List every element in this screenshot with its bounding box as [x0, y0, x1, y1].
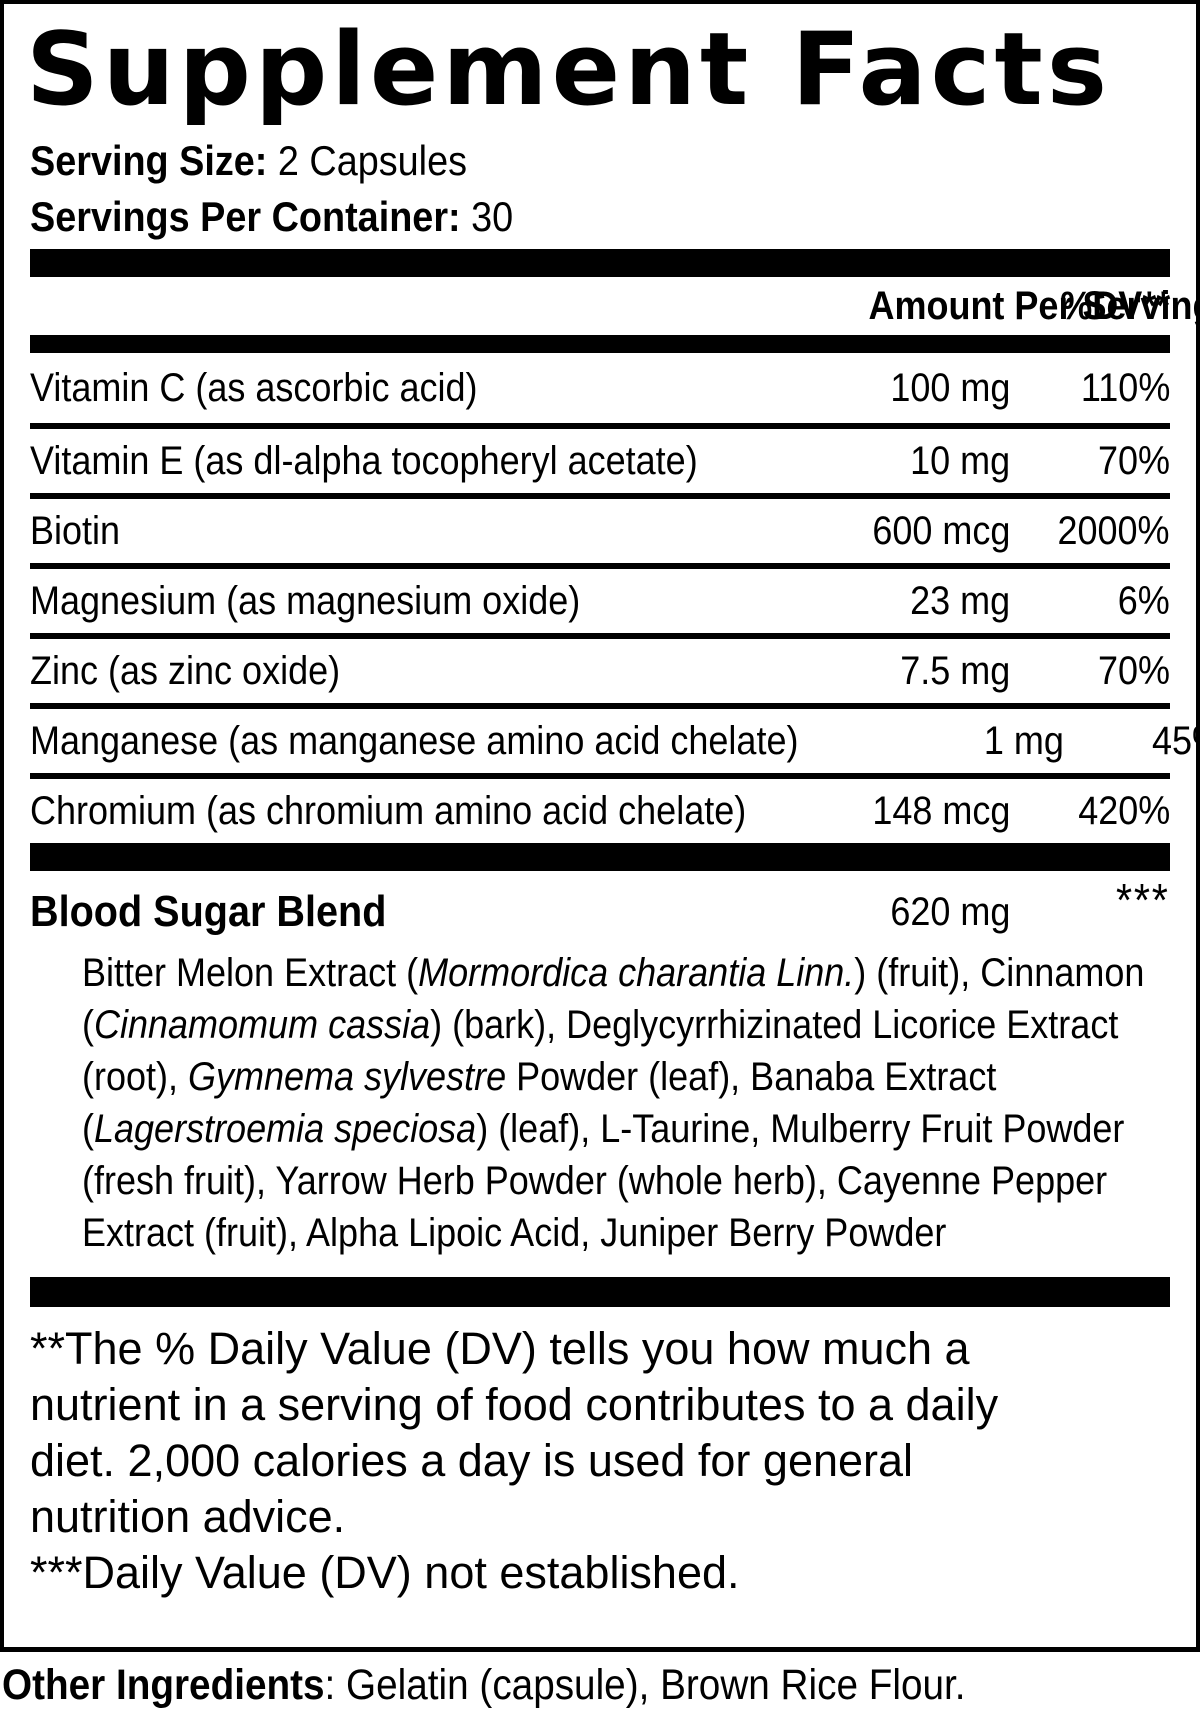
nutrient-name-cell: Biotin [30, 509, 830, 554]
nutrient-name-cell: Magnesium (as magnesium oxide) [30, 579, 830, 624]
dv-not-established-footnote: ***Daily Value (DV) not established. [30, 1547, 740, 1599]
ingredient-text: Bitter Melon Extract ( [82, 951, 419, 996]
nutrient-amount-cell: 148 mcg [830, 789, 1010, 834]
servings-per-container-line: Servings Per Container: 30 [30, 189, 1170, 245]
blend-dv-asterisks: *** [1116, 874, 1170, 927]
table-row: Vitamin C (as ascorbic acid) 100 mg 110% [30, 353, 1170, 423]
botanical-name: Lagerstroemia speciosa [93, 1107, 477, 1152]
blend-amount-cell: 620 mg [830, 890, 1010, 935]
column-header-amount-cell: Amount Per Serving [830, 284, 1200, 329]
nutrient-name-cell: Zinc (as zinc oxide) [30, 649, 830, 694]
divider-bar-blend [30, 843, 1170, 872]
nutrient-name: Vitamin E (as dl-alpha tocopheryl acetat… [30, 438, 698, 483]
serving-size: Serving Size: 2 Capsules [30, 133, 467, 189]
table-row: Vitamin E (as dl-alpha tocopheryl acetat… [30, 423, 1170, 493]
table-row: Biotin 600 mcg 2000% [30, 493, 1170, 563]
divider-bar-under-header [30, 335, 1170, 354]
nutrient-amount: 7.5 mg [899, 648, 1010, 693]
nutrient-amount: 148 mcg [871, 788, 1010, 833]
other-ingredients-line: Other Ingredients: Gelatin (capsule), Br… [2, 1660, 1073, 1710]
ingredient-text: Powder (leaf), Banaba Extract ( [82, 1055, 997, 1152]
nutrient-amount-cell: 1 mg [884, 719, 1064, 764]
other-ingredients-label: Other Ingredients [2, 1661, 325, 1709]
nutrient-dv-cell: 420% [1010, 789, 1170, 834]
nutrient-dv: 2000% [1057, 508, 1170, 553]
ingredient-text: ) (leaf), L-Taurine, Mulberry Fruit Powd… [82, 1107, 1125, 1256]
nutrient-name-cell: Vitamin E (as dl-alpha tocopheryl acetat… [30, 439, 830, 484]
botanical-name: Cinnamomum cassia [93, 1003, 431, 1048]
nutrient-dv: 45% [1151, 718, 1200, 763]
nutrient-name: Magnesium (as magnesium oxide) [30, 578, 581, 623]
daily-value-footnote: **The % Daily Value (DV) tells you how m… [30, 1323, 999, 1543]
nutrient-amount-cell: 23 mg [830, 579, 1010, 624]
nutrient-dv: 70% [1097, 648, 1170, 693]
nutrient-table: Vitamin C (as ascorbic acid) 100 mg 110%… [30, 353, 1200, 843]
nutrient-dv-cell: 110% [1010, 366, 1170, 411]
nutrient-name-cell: Chromium (as chromium amino acid chelate… [30, 789, 830, 834]
nutrient-amount-cell: 7.5 mg [830, 649, 1010, 694]
nutrient-dv-cell: 45% [1064, 719, 1200, 764]
blend-name-cell: Blood Sugar Blend [30, 887, 830, 937]
blend-description: Bitter Melon Extract (Mormordica charant… [82, 947, 1169, 1259]
nutrient-dv-cell: 70% [1010, 439, 1170, 484]
table-row: Magnesium (as magnesium oxide) 23 mg 6% [30, 563, 1170, 633]
ingredient-text: ) (bark), Deglycyrrhizinated Licorice Ex… [82, 1003, 1119, 1100]
serving-size-line: Serving Size: 2 Capsules [30, 133, 1170, 189]
serving-size-value: 2 Capsules [277, 137, 468, 185]
nutrient-dv-cell: 6% [1010, 579, 1170, 624]
supplement-facts-panel: Supplement Facts Serving Size: 2 Capsule… [0, 0, 1200, 1652]
blend-row: Blood Sugar Blend 620 mg *** [30, 874, 1170, 939]
nutrient-name: Manganese (as manganese amino acid chela… [30, 718, 799, 763]
nutrient-name: Zinc (as zinc oxide) [30, 648, 341, 693]
nutrient-dv: 420% [1077, 788, 1170, 833]
nutrient-amount-cell: 600 mcg [830, 509, 1010, 554]
nutrient-dv-cell: 70% [1010, 649, 1170, 694]
nutrient-name: Vitamin C (as ascorbic acid) [30, 365, 478, 410]
nutrient-name: Chromium (as chromium amino acid chelate… [30, 788, 747, 833]
divider-bar-footnote [30, 1277, 1170, 1308]
nutrient-dv-cell: 2000% [1010, 509, 1170, 554]
table-header-row: Amount Per Serving %DV** [30, 277, 1200, 335]
nutrient-amount: 100 mg [889, 365, 1010, 410]
nutrient-dv: 6% [1117, 578, 1170, 623]
serving-size-label: Serving Size: [30, 137, 268, 185]
servings-per-container-label: Servings Per Container: [30, 193, 461, 241]
blend-name: Blood Sugar Blend [30, 887, 387, 937]
divider-bar-top [30, 249, 1170, 278]
other-ingredients: Other Ingredients: Gelatin (capsule), Br… [2, 1660, 966, 1710]
column-header-amount: Amount Per Serving [868, 283, 1200, 328]
nutrient-dv: 70% [1097, 438, 1170, 483]
nutrient-amount: 1 mg [983, 718, 1064, 763]
ingredient-text: ) (fruit), Cinnamon ( [82, 951, 1145, 1048]
nutrient-dv: 110% [1080, 365, 1170, 410]
servings-per-container: Servings Per Container: 30 [30, 189, 513, 245]
nutrient-amount-cell: 100 mg [830, 366, 1010, 411]
botanical-name: Mormordica charantia Linn. [418, 951, 855, 996]
nutrient-amount-cell: 10 mg [830, 439, 1010, 484]
blend-dv-cell: *** [1010, 874, 1170, 939]
table-row: Chromium (as chromium amino acid chelate… [30, 773, 1170, 843]
nutrient-name: Biotin [30, 508, 121, 553]
panel-title: Supplement Facts [26, 10, 1111, 128]
other-ingredients-value: : Gelatin (capsule), Brown Rice Flour. [324, 1661, 966, 1709]
table-row: Manganese (as manganese amino acid chela… [30, 703, 1200, 773]
nutrient-amount: 23 mg [909, 578, 1010, 623]
nutrient-amount: 600 mcg [871, 508, 1010, 553]
table-row: Zinc (as zinc oxide) 7.5 mg 70% [30, 633, 1170, 703]
nutrient-name-cell: Manganese (as manganese amino acid chela… [30, 719, 884, 764]
column-header-dv-cell: %DV** [1010, 284, 1170, 329]
nutrient-name-cell: Vitamin C (as ascorbic acid) [30, 366, 830, 411]
column-header-dv: %DV** [1059, 283, 1170, 328]
blend-amount: 620 mg [889, 889, 1010, 934]
nutrient-amount: 10 mg [909, 438, 1010, 483]
servings-per-container-value: 30 [471, 193, 514, 241]
botanical-name: Gymnema sylvestre [188, 1055, 507, 1100]
